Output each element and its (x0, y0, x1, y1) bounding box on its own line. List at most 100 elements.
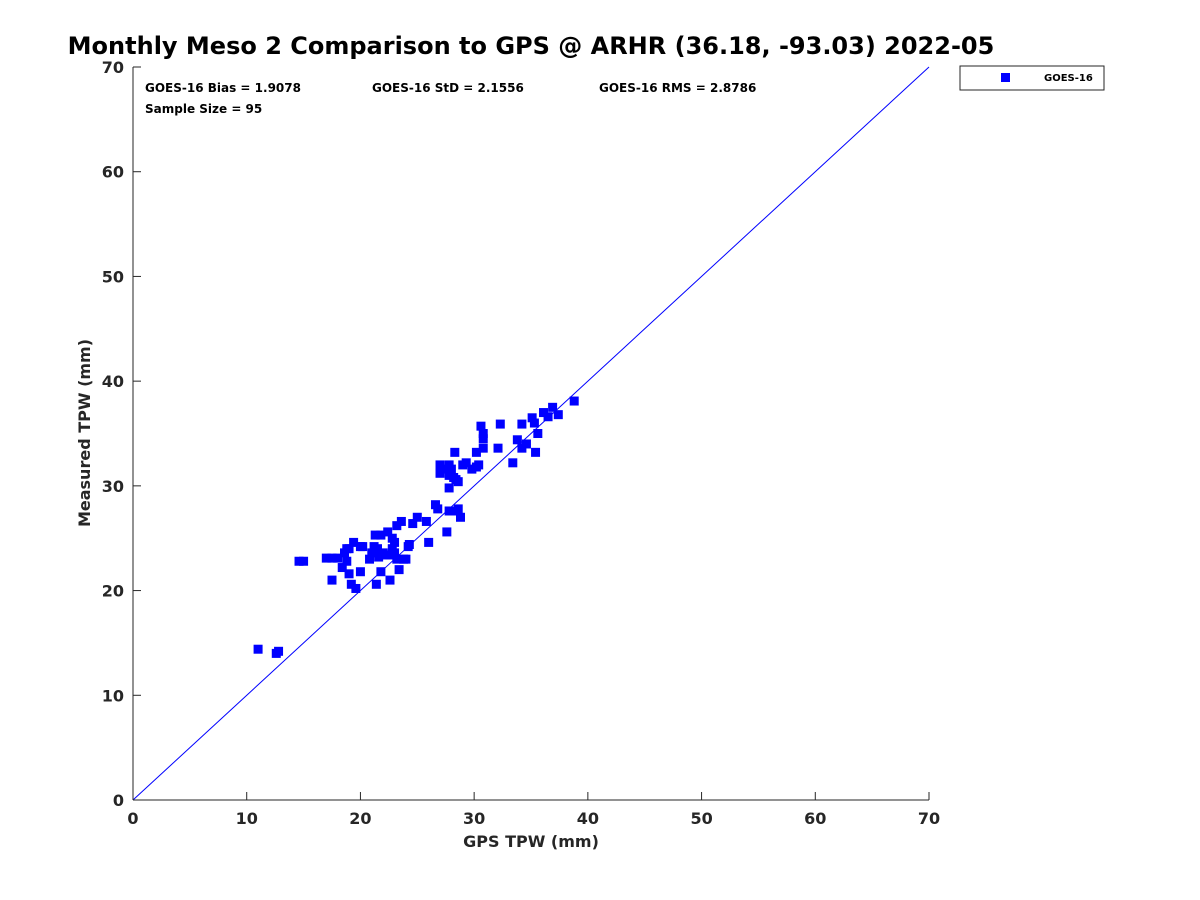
data-point (346, 579, 356, 589)
data-point (433, 504, 443, 514)
y-axis-ticks: 0 10 20 30 40 50 60 70 (102, 58, 141, 810)
y-tick-label: 40 (102, 372, 124, 391)
legend-marker-square (1001, 73, 1010, 82)
bias-stat: GOES-16 Bias = 1.9078 (145, 81, 301, 95)
y-tick-label: 70 (102, 58, 124, 77)
data-point (533, 429, 543, 438)
data-point (394, 565, 404, 575)
data-point (299, 556, 309, 566)
data-point (396, 516, 406, 526)
data-point (385, 575, 395, 585)
data-point (453, 477, 463, 487)
x-tick-label: 60 (804, 809, 826, 828)
y-tick-label: 30 (102, 477, 124, 496)
data-point (517, 419, 527, 429)
data-point (351, 583, 361, 593)
data-point (421, 516, 431, 526)
data-point (527, 413, 537, 423)
data-point (390, 537, 400, 547)
data-point (385, 550, 395, 560)
data-point (367, 548, 377, 558)
data-point (355, 567, 365, 577)
x-tick-label: 40 (577, 809, 599, 828)
x-tick-label: 50 (690, 809, 712, 828)
data-point (467, 464, 477, 474)
data-point (392, 554, 402, 564)
x-tick-label: 0 (127, 809, 138, 828)
std-stat: GOES-16 StD = 2.1556 (372, 81, 524, 95)
data-point (444, 470, 454, 480)
data-point (529, 418, 539, 428)
x-tick-label: 10 (236, 809, 258, 828)
data-point (444, 483, 454, 493)
data-point (349, 537, 359, 547)
x-tick-label: 30 (463, 809, 485, 828)
data-point (508, 458, 518, 468)
data-point (435, 468, 445, 478)
chart-title: Monthly Meso 2 Comparison to GPS @ ARHR … (68, 32, 995, 60)
data-point (321, 553, 331, 563)
data-point (471, 447, 481, 457)
data-point (344, 569, 354, 579)
data-point (274, 646, 284, 656)
data-point (442, 527, 452, 537)
data-point (495, 419, 505, 429)
data-point (435, 460, 445, 470)
data-point (517, 443, 527, 453)
legend: GOES-16 (959, 65, 1105, 91)
data-point (539, 408, 549, 418)
data-point (543, 412, 553, 422)
data-point (327, 575, 337, 585)
y-tick-label: 0 (113, 791, 124, 810)
x-axis-label: GPS TPW (mm) (463, 832, 599, 851)
legend-entry-goes-16: GOES-16 (1044, 73, 1093, 84)
data-point (461, 458, 471, 468)
data-point (404, 539, 414, 549)
data-points (253, 396, 579, 658)
data-point (446, 464, 456, 474)
data-point (455, 512, 465, 522)
data-point (444, 506, 454, 516)
y-axis-label: Measured TPW (mm) (75, 339, 94, 527)
data-point (453, 504, 463, 514)
data-point (450, 447, 460, 457)
data-point (327, 553, 337, 563)
data-point (493, 443, 503, 453)
x-tick-label: 70 (918, 809, 940, 828)
data-point (512, 435, 522, 445)
y-tick-label: 20 (102, 582, 124, 601)
rms-stat: GOES-16 RMS = 2.8786 (599, 81, 756, 95)
data-point (390, 548, 400, 558)
reference-line-group (132, 66, 930, 801)
data-point (476, 421, 486, 431)
data-point (478, 434, 488, 444)
data-point (531, 447, 541, 457)
data-point (412, 512, 422, 522)
data-point (342, 556, 352, 566)
y-tick-label: 50 (102, 267, 124, 286)
one-to-one-line (132, 66, 930, 801)
y-tick-label: 10 (102, 686, 124, 705)
legend-box (959, 65, 1105, 91)
data-point (474, 460, 484, 470)
data-point (376, 530, 386, 540)
data-point (383, 527, 393, 537)
data-point (333, 553, 343, 563)
data-point (358, 542, 368, 552)
data-point (569, 396, 579, 406)
data-point (337, 563, 347, 573)
data-point (478, 443, 488, 453)
data-point (371, 579, 381, 589)
y-tick-label: 60 (102, 163, 124, 182)
x-axis-ticks: 0 10 20 30 40 50 60 70 (127, 792, 940, 828)
data-point (401, 554, 411, 564)
data-point (392, 521, 402, 531)
data-point (424, 537, 434, 547)
data-point (380, 550, 390, 560)
sample-size-stat: Sample Size = 95 (145, 102, 262, 116)
data-point (370, 530, 380, 540)
data-point (478, 429, 488, 438)
data-point (365, 554, 375, 564)
data-point (374, 552, 384, 562)
